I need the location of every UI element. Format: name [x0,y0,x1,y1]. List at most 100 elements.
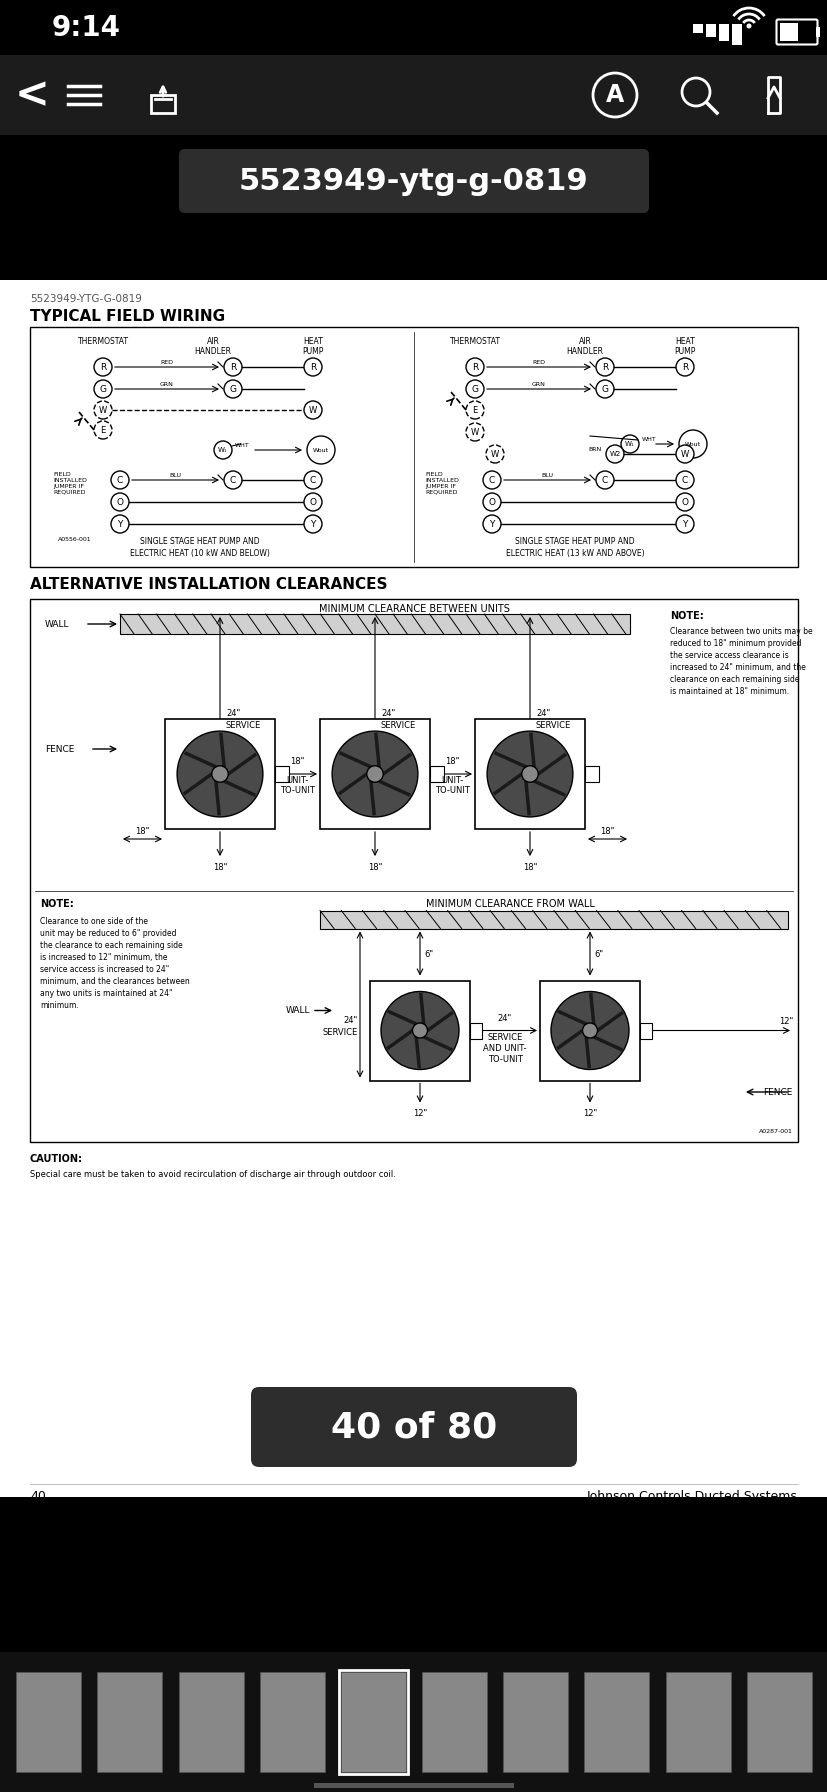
Text: W: W [680,450,688,459]
Text: THERMOSTAT: THERMOSTAT [449,337,500,346]
Text: AIR
HANDLER: AIR HANDLER [566,337,603,357]
Text: C: C [681,475,687,484]
Bar [731,23,741,45]
Bar [539,980,639,1081]
Bar [815,27,819,38]
Text: RED: RED [532,360,545,366]
Text: AND UNIT-: AND UNIT- [483,1043,526,1052]
Text: Johnson Controls Ducted Systems: Johnson Controls Ducted Systems [586,1489,797,1503]
Text: 18": 18" [135,826,150,837]
Text: FENCE: FENCE [45,744,74,753]
Circle shape [380,991,458,1070]
Bar [585,765,598,781]
Text: R: R [100,362,106,371]
FancyBboxPatch shape [179,149,648,213]
Bar [779,23,797,41]
Text: Special care must be taken to avoid recirculation of discharge air through outdo: Special care must be taken to avoid reci… [30,1170,395,1179]
Bar [120,615,629,634]
Circle shape [675,471,693,489]
Bar [370,980,470,1081]
Text: minimum.: minimum. [40,1000,79,1009]
Circle shape [485,444,504,462]
Bar [470,1023,481,1039]
Text: 18": 18" [522,864,537,873]
Text: <: < [15,73,50,116]
Text: O: O [117,498,123,507]
Text: BRN: BRN [588,446,601,452]
Text: Y: Y [310,520,315,529]
Bar [313,1783,514,1788]
Text: Wout: Wout [684,441,700,446]
Bar [705,23,715,38]
Bar [584,1672,648,1772]
Text: MINIMUM CLEARANCE BETWEEN UNITS: MINIMUM CLEARANCE BETWEEN UNITS [318,604,509,615]
Text: any two units is maintained at 24": any two units is maintained at 24" [40,989,172,998]
Bar [0,226,827,280]
Text: 18": 18" [600,826,614,837]
Text: service access is increased to 24": service access is increased to 24" [40,964,169,973]
Text: FENCE: FENCE [762,1088,792,1097]
Text: the clearance to each remaining side: the clearance to each remaining side [40,941,183,950]
Text: 12": 12" [582,1109,596,1118]
Text: TO-UNIT: TO-UNIT [487,1054,522,1063]
Bar [341,1672,405,1772]
Circle shape [678,430,706,459]
Text: 24": 24" [380,710,394,719]
Text: W₁: W₁ [624,441,634,446]
Text: BLU: BLU [541,473,552,478]
Text: WALL: WALL [45,620,69,629]
Text: R: R [309,362,316,371]
Circle shape [304,358,322,376]
Bar [338,1670,408,1774]
Circle shape [466,358,484,376]
Text: NOTE:: NOTE: [40,898,74,909]
Text: 24": 24" [535,710,550,719]
Text: 6": 6" [593,950,602,959]
Text: ELECTRIC HEAT (13 kW AND ABOVE): ELECTRIC HEAT (13 kW AND ABOVE) [505,548,643,557]
Bar [0,280,827,1496]
Circle shape [466,423,484,441]
Bar [30,599,797,1142]
Text: C: C [488,475,495,484]
Text: ALTERNATIVE INSTALLATION CLEARANCES: ALTERNATIVE INSTALLATION CLEARANCES [30,577,387,591]
Text: 18": 18" [290,756,304,765]
Text: O: O [681,498,688,507]
FancyBboxPatch shape [251,1387,576,1468]
Bar [0,56,827,134]
Text: R: R [681,362,687,371]
Text: W₁: W₁ [218,446,227,453]
Circle shape [675,493,693,511]
Text: 24": 24" [343,1016,357,1025]
Text: FIELD
INSTALLED
JUMPER IF
REQUIRED: FIELD INSTALLED JUMPER IF REQUIRED [53,471,87,495]
Bar [665,1672,729,1772]
Text: 9:14: 9:14 [52,14,121,41]
Circle shape [482,493,500,511]
Text: NOTE:: NOTE: [669,611,703,622]
Text: GRN: GRN [160,382,174,387]
Text: Y: Y [681,520,687,529]
Text: is increased to 12" minimum, the: is increased to 12" minimum, the [40,953,167,962]
Text: R: R [601,362,607,371]
Text: AIR
HANDLER: AIR HANDLER [194,337,232,357]
Text: SERVICE: SERVICE [323,1029,357,1038]
Text: C: C [230,475,236,484]
Text: GRN: GRN [532,382,545,387]
Circle shape [482,514,500,532]
Circle shape [94,380,112,398]
Bar [503,1672,567,1772]
Text: R: R [230,362,236,371]
Bar [0,134,827,226]
Circle shape [224,358,241,376]
Text: HEAT
PUMP: HEAT PUMP [673,337,695,357]
Bar [319,719,429,830]
Text: C: C [601,475,607,484]
Text: SINGLE STAGE HEAT PUMP AND: SINGLE STAGE HEAT PUMP AND [140,538,260,547]
Bar [165,719,275,830]
Text: A0556-001: A0556-001 [58,538,92,541]
Circle shape [304,401,322,419]
Text: 24": 24" [226,710,240,719]
Text: CAUTION:: CAUTION: [30,1154,83,1165]
Text: SERVICE: SERVICE [535,720,571,729]
Text: Y: Y [489,520,494,529]
Circle shape [620,435,638,453]
